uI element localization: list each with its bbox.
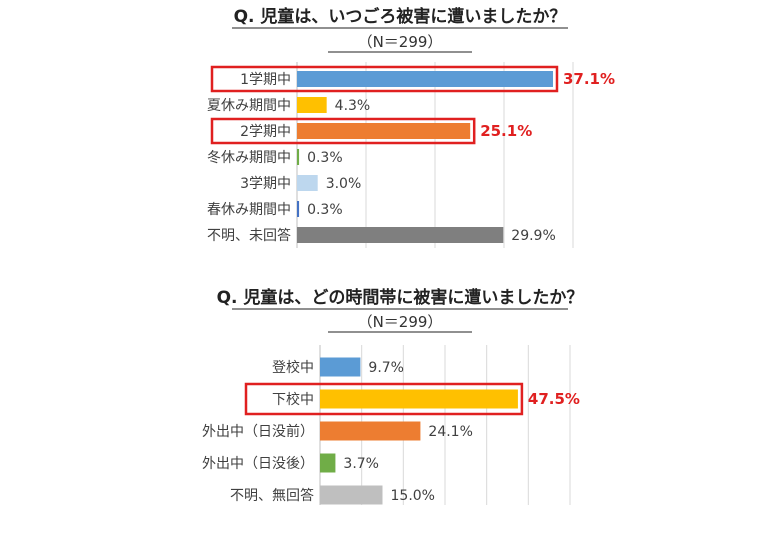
chart-period-bar [297,201,300,217]
chart-timeslot-value-label: 3.7% [343,456,379,472]
chart-period-category-label: 冬休み期間中 [207,150,291,166]
chart-period-category-label: 1学期中 [240,72,291,88]
chart-period-value-label: 4.3% [335,98,371,114]
chart-period-value-label: 0.3% [307,202,343,218]
chart-period-highlight-frame [210,65,559,93]
chart-timeslot-bar [320,421,421,441]
chart-period-bar [297,227,504,243]
chart-timeslot-bar [320,357,361,377]
chart-period: Q. 児童は、いつごろ被害に遭いましたか？ （N＝299） 1学期中 37.1% 夏… [207,6,615,248]
chart-timeslot-bar [320,485,383,505]
chart-period-category-label: 3学期中 [240,176,291,192]
chart-timeslot-value-label: 15.0% [391,488,435,504]
chart-timeslot: Q. 児童は、どの時間帯に被害に遭いましたか？ （N＝299） 登校中 9.7% 下… [202,287,583,505]
chart-period-value-label: 37.1% [563,70,615,88]
chart-timeslot-value-label: 24.1% [428,424,472,440]
chart-period-category-label: 2学期中 [240,124,291,140]
chart-period-category-label: 不明、未回答 [207,227,291,244]
chart-period-category-label: 夏休み期間中 [207,98,291,114]
chart-timeslot-bar [320,453,336,473]
chart-period-bar [297,71,553,87]
chart-period-highlight-frame [210,117,476,145]
chart-timeslot-category-label: 外出中（日没後） [202,456,314,472]
chart-period-bar [297,97,327,113]
chart-period-value-label: 29.9% [511,228,555,244]
chart-timeslot-highlight-frame [244,382,524,416]
chart-timeslot-category-label: 登校中 [272,359,314,376]
chart-period-bar [297,175,318,191]
chart-period-title: Q. 児童は、いつごろ被害に遭いましたか？ [234,6,567,27]
chart-period-value-label: 25.1% [480,122,532,140]
chart-timeslot-value-label: 9.7% [368,360,404,376]
chart-timeslot-category-label: 外出中（日没前） [202,423,314,440]
chart-period-subtitle: （N＝299） [358,33,443,51]
chart-period-bar [297,149,300,165]
chart-period-bar [297,123,471,139]
chart-timeslot-category-label: 下校中 [272,391,314,408]
chart-timeslot-title: Q. 児童は、どの時間帯に被害に遭いましたか？ [217,287,584,308]
chart-timeslot-category-label: 不明、無回答 [230,487,314,504]
chart-timeslot-subtitle: （N＝299） [358,313,443,331]
chart-period-value-label: 0.3% [307,150,343,166]
chart-timeslot-value-label: 47.5% [528,390,580,408]
chart-timeslot-bar [320,389,518,409]
chart-period-category-label: 春休み期間中 [207,202,291,218]
chart-period-value-label: 3.0% [326,176,362,192]
